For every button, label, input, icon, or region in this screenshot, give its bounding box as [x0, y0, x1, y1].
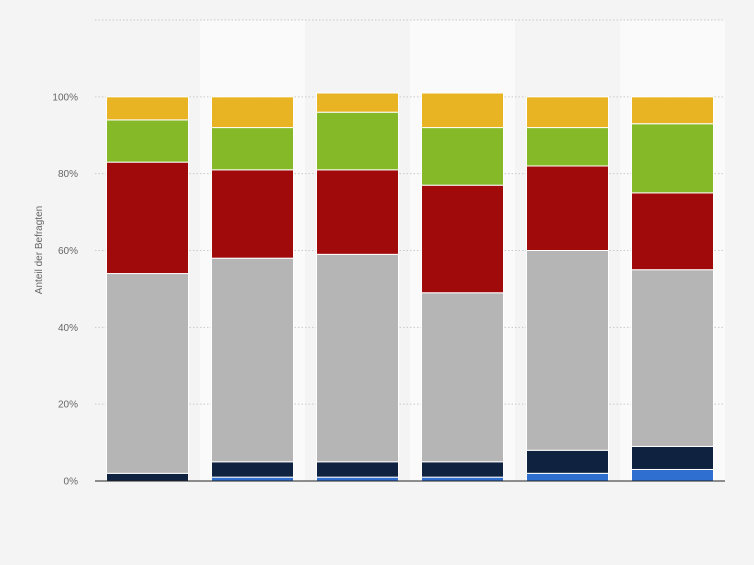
bar-segment [421, 184, 504, 294]
bar-segment [316, 169, 399, 255]
bar-segment [421, 292, 504, 463]
bar-segment [316, 476, 399, 482]
bar-segment [106, 119, 189, 163]
bar-segment [211, 476, 294, 482]
gridlines [95, 19, 725, 405]
bar-segment [316, 461, 399, 478]
bar-segment [211, 127, 294, 171]
bar-segment [211, 257, 294, 463]
bar-segment [631, 445, 714, 470]
y-tick-label: 60% [58, 246, 78, 257]
bar-segment [211, 96, 294, 129]
bar-segment [631, 468, 714, 482]
bars [106, 92, 714, 482]
bar-segment [106, 96, 189, 121]
y-tick-labels: 0% 20% 40% 60% 80% 100% [52, 92, 78, 487]
bar-segment [526, 165, 609, 252]
y-tick-label: 40% [58, 323, 78, 334]
bar-segment [526, 127, 609, 167]
bar-segment [421, 476, 504, 482]
bar-segment [526, 250, 609, 451]
bar-segment [421, 92, 504, 129]
y-tick-label: 0% [64, 477, 79, 488]
bar-segment [421, 461, 504, 478]
bar-segment [526, 449, 609, 474]
bar-segment [526, 96, 609, 129]
y-tick-label: 20% [58, 400, 78, 411]
bar-segment [631, 123, 714, 194]
bar-segment [316, 92, 399, 113]
bar-segment [211, 169, 294, 259]
bar-segment [631, 192, 714, 271]
y-tick-label: 100% [52, 92, 78, 103]
bar-segment [631, 269, 714, 447]
bar-segment [211, 461, 294, 478]
y-tick-label: 80% [58, 169, 78, 180]
y-axis-label: Anteil der Befragten [34, 206, 45, 294]
bar-segment [106, 161, 189, 275]
bar-segment [631, 96, 714, 125]
bar-segment [526, 472, 609, 482]
bar-segment [421, 127, 504, 186]
bar-segment [316, 111, 399, 171]
bar-segment [316, 253, 399, 463]
bar-segment [106, 472, 189, 482]
bar-segment [106, 273, 189, 474]
